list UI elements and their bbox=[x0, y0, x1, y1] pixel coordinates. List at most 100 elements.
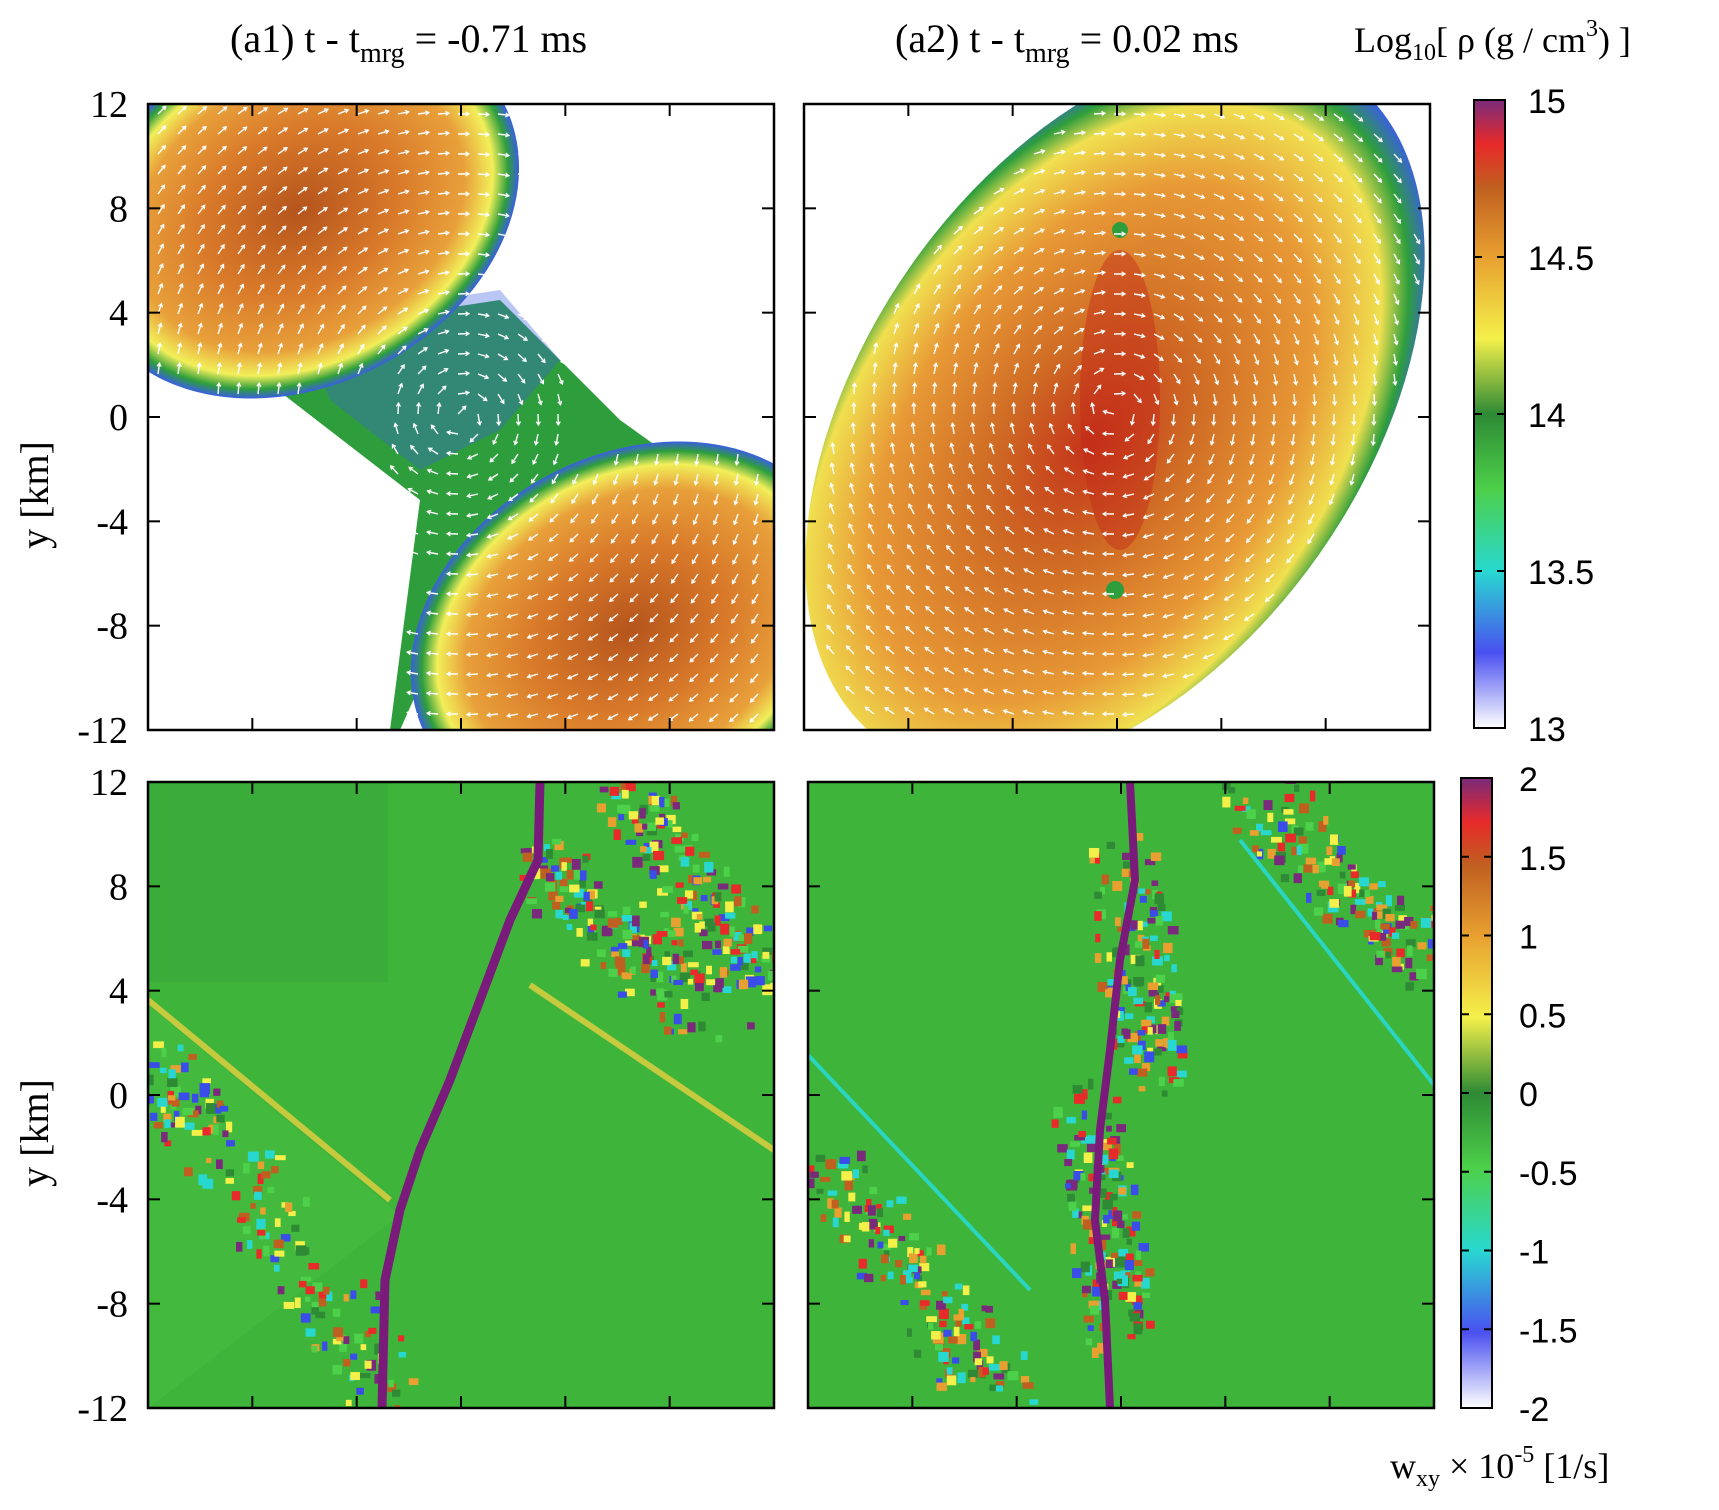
velocity-arrow bbox=[613, 473, 619, 485]
velocity-arrow-head bbox=[1180, 213, 1186, 219]
velocity-arrow-head bbox=[341, 285, 347, 291]
velocity-arrow-head bbox=[1240, 134, 1246, 140]
velocity-arrow-head bbox=[1142, 553, 1148, 559]
vorticity-cell bbox=[332, 1308, 341, 1317]
velocity-arrow bbox=[534, 433, 539, 445]
vorticity-cell bbox=[643, 842, 655, 850]
velocity-arrow-head bbox=[1154, 400, 1160, 406]
vorticity-cell bbox=[673, 927, 684, 937]
vorticity-cell bbox=[1070, 1243, 1076, 1255]
velocity-arrow-head bbox=[1018, 266, 1024, 272]
velocity-arrow-head bbox=[507, 515, 513, 521]
velocity-arrow bbox=[909, 463, 915, 475]
velocity-arrow-head bbox=[851, 381, 858, 387]
velocity-arrow-head bbox=[444, 270, 451, 276]
velocity-arrow-head bbox=[884, 706, 890, 712]
vorticity-cell bbox=[1150, 852, 1162, 862]
velocity-arrow bbox=[426, 632, 439, 635]
velocity-arrow bbox=[1143, 613, 1155, 617]
vorticity-cell bbox=[1161, 1090, 1168, 1097]
velocity-arrow bbox=[648, 713, 659, 721]
velocity-arrow-head bbox=[445, 591, 451, 597]
vorticity-cell bbox=[646, 822, 657, 831]
vorticity-cell bbox=[332, 1365, 343, 1375]
velocity-arrow-head bbox=[944, 606, 950, 612]
velocity-arrow-head bbox=[425, 690, 431, 696]
velocity-arrow bbox=[1233, 353, 1240, 365]
velocity-arrow-head bbox=[221, 185, 227, 190]
velocity-arrow-head bbox=[482, 396, 488, 402]
velocity-arrow-head bbox=[383, 248, 389, 253]
velocity-arrow bbox=[953, 284, 961, 295]
velocity-arrow-head bbox=[1214, 380, 1220, 386]
velocity-arrow-head bbox=[587, 636, 593, 641]
velocity-arrow bbox=[1063, 611, 1075, 615]
velocity-arrow bbox=[297, 186, 308, 195]
velocity-arrow-head bbox=[884, 686, 890, 692]
velocity-arrow bbox=[507, 653, 519, 658]
velocity-arrow-head bbox=[1259, 155, 1265, 161]
colorbar-tick-label: 13.5 bbox=[1528, 554, 1594, 592]
vorticity-cell bbox=[1222, 796, 1231, 808]
velocity-arrow bbox=[1333, 393, 1336, 406]
vorticity-cell bbox=[1365, 895, 1374, 904]
velocity-arrow bbox=[426, 712, 439, 715]
velocity-arrow bbox=[670, 613, 679, 623]
velocity-arrow bbox=[973, 363, 978, 375]
velocity-arrow-head bbox=[424, 288, 430, 294]
velocity-arrow-head bbox=[1356, 259, 1361, 265]
velocity-arrow bbox=[873, 382, 876, 395]
velocity-arrow bbox=[257, 343, 262, 355]
velocity-arrow-head bbox=[425, 590, 431, 596]
vorticity-cell bbox=[1280, 874, 1290, 883]
velocity-arrow-head bbox=[1101, 691, 1107, 697]
velocity-arrow bbox=[217, 363, 221, 375]
vorticity-cell bbox=[1092, 1286, 1101, 1297]
velocity-arrow-head bbox=[1141, 152, 1147, 158]
velocity-arrow-head bbox=[1121, 171, 1127, 177]
velocity-arrow bbox=[1163, 633, 1175, 638]
velocity-arrow-head bbox=[712, 520, 718, 526]
velocity-arrow-head bbox=[1336, 238, 1342, 244]
vorticity-cell bbox=[694, 973, 705, 984]
velocity-arrow-head bbox=[944, 626, 950, 632]
vorticity-cell bbox=[554, 840, 564, 851]
velocity-arrow-head bbox=[344, 108, 350, 114]
velocity-arrow bbox=[1003, 689, 1015, 695]
vorticity-cell bbox=[1137, 920, 1143, 931]
velocity-arrow-head bbox=[925, 564, 931, 570]
velocity-arrow bbox=[477, 313, 489, 317]
velocity-arrow-head bbox=[406, 670, 412, 676]
velocity-arrow bbox=[377, 110, 389, 115]
velocity-arrow-head bbox=[407, 487, 413, 493]
velocity-arrow bbox=[1143, 553, 1155, 558]
vorticity-cell bbox=[852, 1169, 860, 1179]
velocity-arrow bbox=[1093, 271, 1105, 275]
velocity-arrow-head bbox=[504, 212, 510, 218]
velocity-arrow-head bbox=[749, 698, 755, 703]
vorticity-cell bbox=[1154, 995, 1161, 1005]
vorticity-cell bbox=[734, 896, 742, 907]
velocity-arrow-head bbox=[926, 544, 932, 550]
vorticity-cell bbox=[305, 1328, 316, 1337]
velocity-arrow bbox=[1233, 113, 1245, 119]
velocity-arrow-head bbox=[358, 362, 364, 368]
velocity-arrow bbox=[944, 647, 955, 655]
velocity-arrow-head bbox=[256, 381, 262, 387]
velocity-arrow bbox=[953, 323, 960, 335]
vorticity-cell bbox=[1327, 886, 1334, 896]
velocity-arrow-head bbox=[1121, 390, 1127, 397]
velocity-arrow-head bbox=[395, 401, 401, 407]
velocity-arrow-head bbox=[987, 484, 992, 489]
vorticity-cell bbox=[1324, 858, 1335, 865]
vorticity-cell bbox=[609, 786, 620, 796]
vorticity-cell bbox=[1322, 913, 1333, 924]
velocity-arrow-head bbox=[1062, 569, 1068, 575]
velocity-arrow bbox=[1113, 392, 1126, 395]
velocity-arrow bbox=[867, 544, 875, 555]
velocity-arrow-head bbox=[386, 548, 393, 554]
velocity-arrow bbox=[1393, 213, 1401, 224]
velocity-arrow bbox=[427, 551, 439, 555]
velocity-arrow bbox=[965, 566, 975, 575]
velocity-arrow-head bbox=[1294, 340, 1300, 346]
